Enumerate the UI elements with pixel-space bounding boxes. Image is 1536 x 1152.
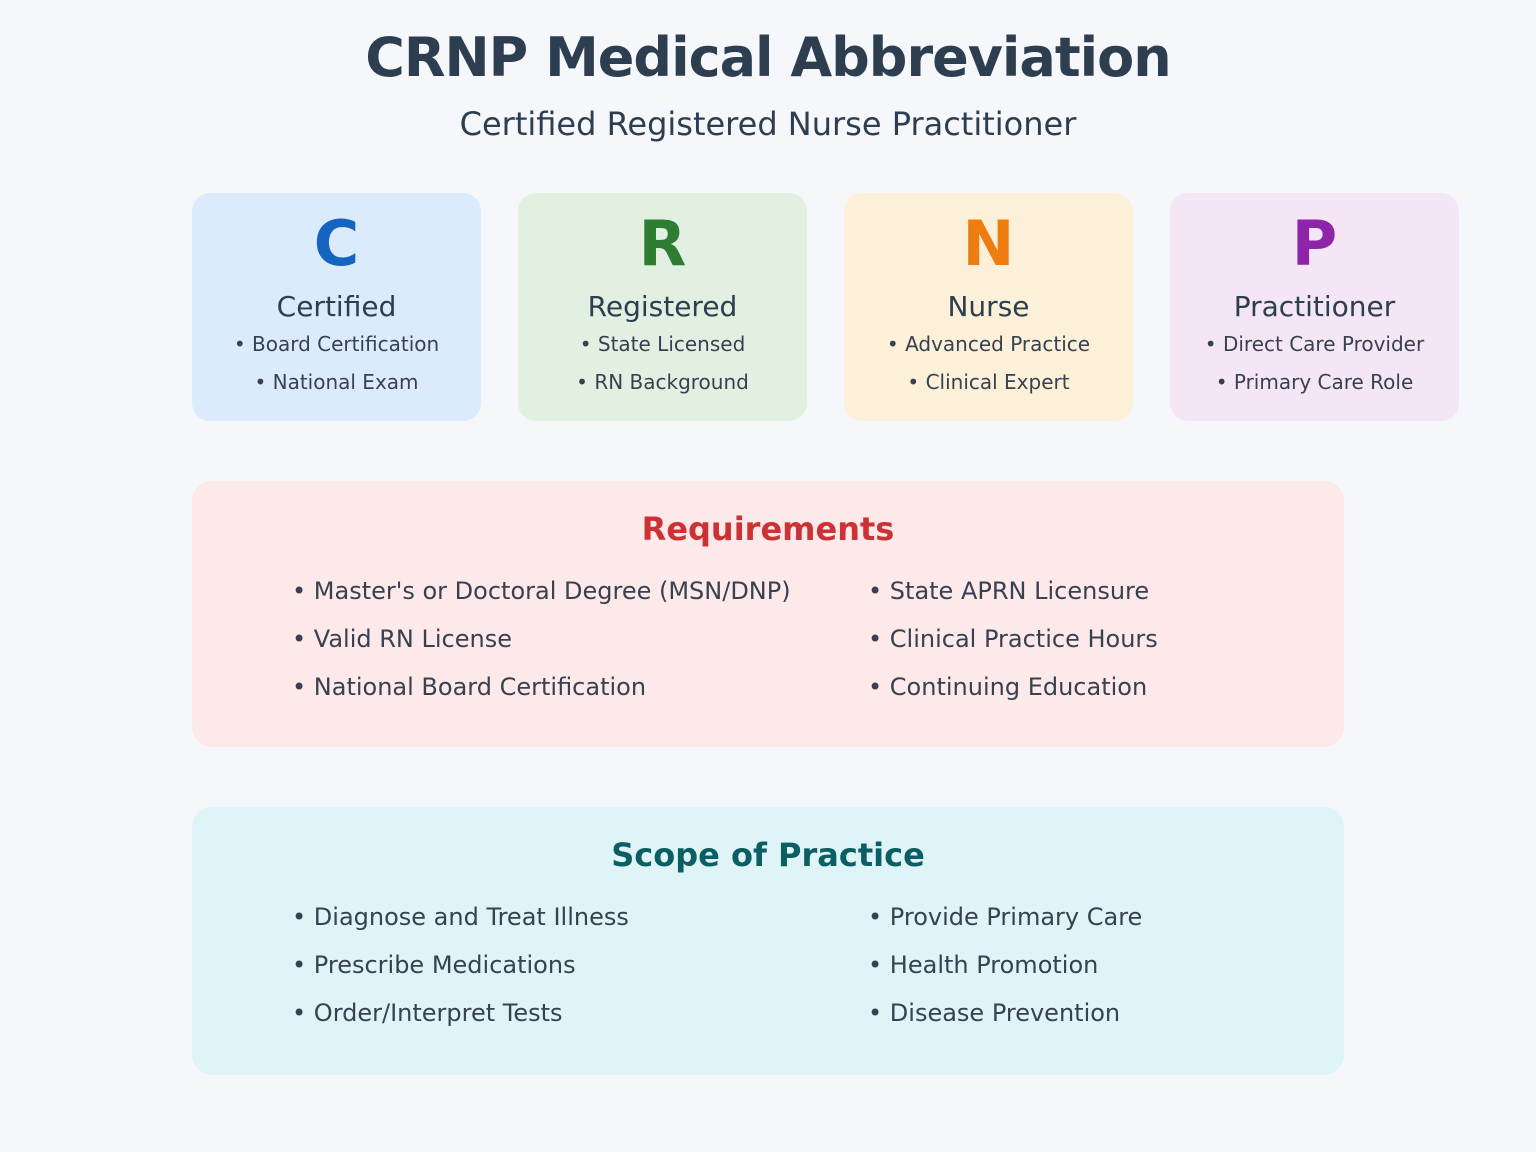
letter-point: State Licensed <box>518 325 807 363</box>
letter-glyph-r: R <box>638 207 687 280</box>
letter-glyph-p: P <box>1291 207 1338 280</box>
letter-point: Direct Care Provider <box>1170 325 1459 363</box>
letter-card-certified: C Certified Board Certification National… <box>192 193 481 421</box>
letter-word-practitioner: Practitioner <box>1233 290 1396 323</box>
letter-card-nurse: N Nurse Advanced Practice Clinical Exper… <box>844 193 1133 421</box>
scope-item: Order/Interpret Tests <box>292 989 768 1037</box>
scope-columns: Diagnose and Treat Illness Prescribe Med… <box>192 893 1344 1037</box>
requirements-title: Requirements <box>641 510 895 548</box>
letter-word-certified: Certified <box>276 290 397 323</box>
requirement-item: State APRN Licensure <box>868 567 1344 615</box>
letter-cards-row: C Certified Board Certification National… <box>192 193 1459 421</box>
requirement-item: National Board Certification <box>292 663 768 711</box>
scope-title: Scope of Practice <box>611 836 925 874</box>
letter-glyph-n: N <box>962 207 1015 280</box>
letter-point: Advanced Practice <box>844 325 1133 363</box>
letter-point: RN Background <box>518 363 807 401</box>
letter-point: Board Certification <box>192 325 481 363</box>
requirements-columns: Master's or Doctoral Degree (MSN/DNP) Va… <box>192 567 1344 711</box>
requirement-item: Continuing Education <box>868 663 1344 711</box>
scope-left-column: Diagnose and Treat Illness Prescribe Med… <box>192 893 768 1037</box>
requirement-item: Valid RN License <box>292 615 768 663</box>
page-title: CRNP Medical Abbreviation <box>365 26 1171 89</box>
letter-card-practitioner: P Practitioner Direct Care Provider Prim… <box>1170 193 1459 421</box>
scope-item: Prescribe Medications <box>292 941 768 989</box>
requirement-item: Clinical Practice Hours <box>868 615 1344 663</box>
header: CRNP Medical Abbreviation Certified Regi… <box>0 0 1536 144</box>
page-subtitle: Certified Registered Nurse Practitioner <box>459 105 1077 143</box>
letter-point: Primary Care Role <box>1170 363 1459 401</box>
scope-right-column: Provide Primary Care Health Promotion Di… <box>768 893 1344 1037</box>
requirements-right-column: State APRN Licensure Clinical Practice H… <box>768 567 1344 711</box>
requirements-panel: Requirements Master's or Doctoral Degree… <box>192 481 1344 747</box>
letter-card-registered: R Registered State Licensed RN Backgroun… <box>518 193 807 421</box>
scope-item: Provide Primary Care <box>868 893 1344 941</box>
letter-point: National Exam <box>192 363 481 401</box>
letter-word-registered: Registered <box>587 290 738 323</box>
requirements-left-column: Master's or Doctoral Degree (MSN/DNP) Va… <box>192 567 791 711</box>
letter-point: Clinical Expert <box>844 363 1133 401</box>
requirement-item: Master's or Doctoral Degree (MSN/DNP) <box>292 567 791 615</box>
letter-word-nurse: Nurse <box>947 290 1030 323</box>
letter-glyph-c: C <box>313 207 360 280</box>
scope-item: Disease Prevention <box>868 989 1344 1037</box>
scope-of-practice-panel: Scope of Practice Diagnose and Treat Ill… <box>192 807 1344 1075</box>
scope-item: Health Promotion <box>868 941 1344 989</box>
scope-item: Diagnose and Treat Illness <box>292 893 768 941</box>
